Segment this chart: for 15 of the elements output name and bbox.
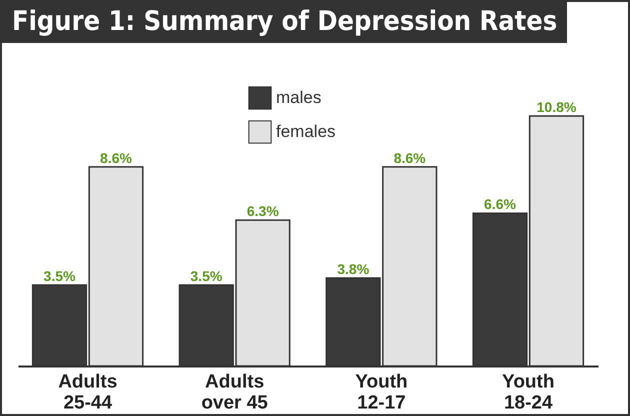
data-label: 10.8%	[536, 99, 577, 115]
data-label: 8.6%	[394, 150, 426, 166]
data-label: 3.5%	[190, 268, 223, 284]
chart-title: Figure 1: Summary of Depression Rates	[2, 2, 568, 43]
data-label: 6.6%	[484, 196, 517, 212]
legend-label: females	[276, 122, 336, 141]
x-tick-label: Youth 18-24	[502, 372, 554, 414]
x-tick-label: Youth 12-17	[355, 372, 408, 414]
data-label: 3.5%	[44, 268, 76, 284]
x-tick-label: Adults over 45	[201, 372, 268, 414]
x-tick-label: Adults 25-44	[58, 372, 118, 414]
legend-label: males	[276, 88, 322, 107]
data-label: 8.6%	[100, 150, 132, 166]
data-label: 3.8%	[337, 261, 370, 278]
data-label: 6.3%	[246, 203, 280, 220]
